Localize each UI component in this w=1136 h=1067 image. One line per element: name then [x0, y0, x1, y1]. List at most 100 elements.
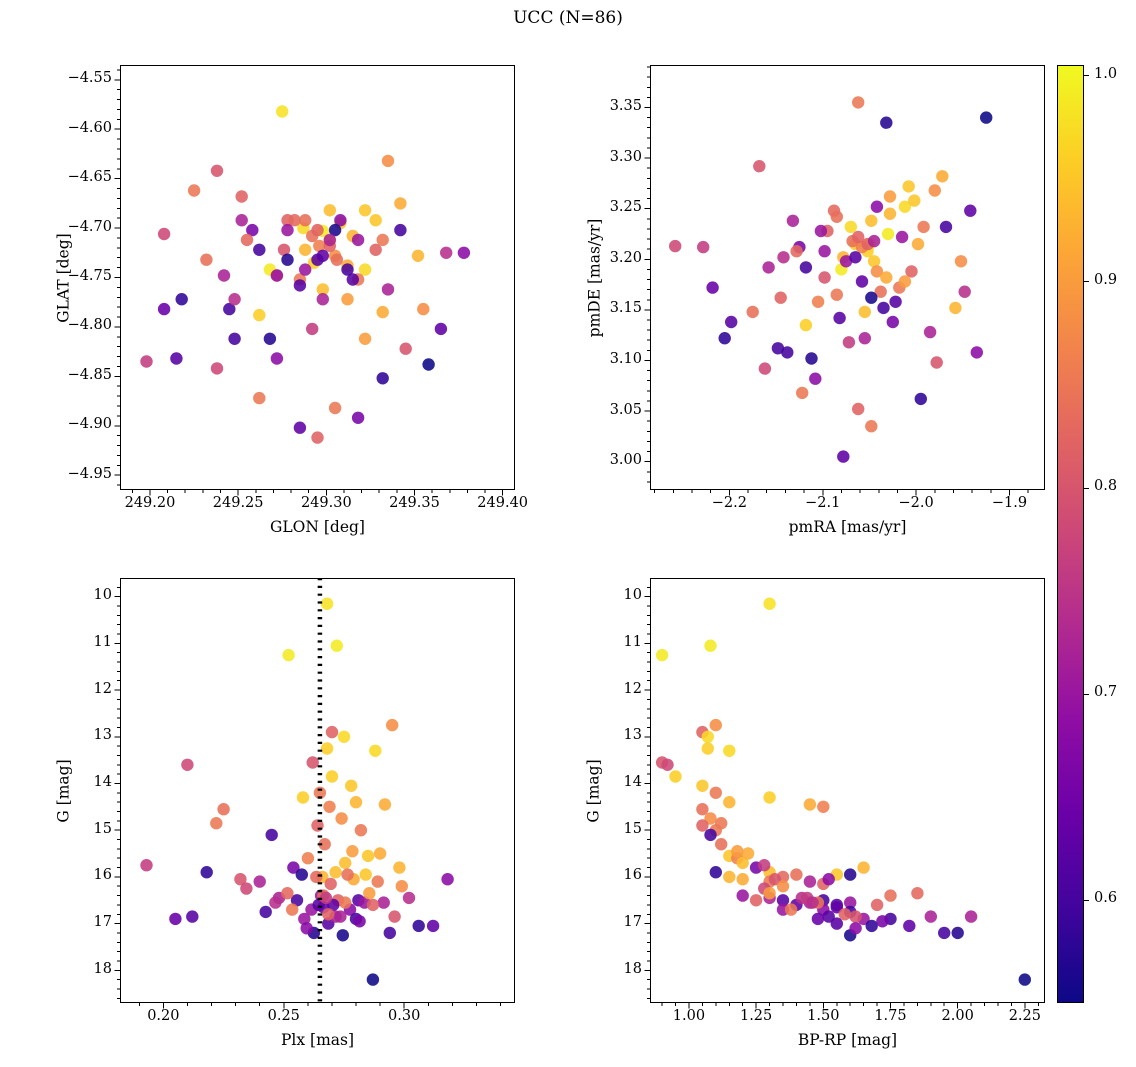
data-point — [320, 597, 334, 610]
data-point — [830, 288, 843, 301]
x-tick-label: 249.40 — [477, 495, 529, 511]
data-point — [339, 896, 352, 909]
plot-frame — [120, 65, 515, 490]
data-point — [223, 302, 236, 316]
data-point — [803, 798, 817, 811]
colorbar-gradient — [1057, 65, 1084, 1003]
data-point — [217, 269, 231, 282]
data-point — [771, 342, 785, 355]
y-tick-label: 3.25 — [609, 199, 642, 216]
data-point — [838, 908, 851, 921]
data-point — [310, 870, 323, 884]
data-point — [839, 255, 853, 268]
data-point — [299, 263, 312, 276]
data-point — [809, 372, 822, 385]
data-point — [228, 332, 241, 345]
data-point — [833, 311, 846, 325]
data-point — [669, 239, 682, 253]
y-tick-label: 18 — [93, 960, 112, 977]
data-point — [763, 887, 776, 900]
data-point — [830, 210, 843, 223]
data-point — [936, 170, 949, 183]
data-point — [881, 227, 895, 241]
y-axis-label-text: pmDE [mas/yr] — [585, 218, 604, 337]
data-point — [210, 164, 224, 177]
colorbar-tick-label: 1.0 — [1094, 66, 1118, 82]
data-point — [376, 233, 389, 247]
y-tick-label: 11 — [623, 633, 642, 650]
data-point — [417, 302, 430, 316]
data-point — [259, 905, 272, 919]
data-point — [781, 346, 794, 359]
data-point — [811, 912, 825, 926]
y-tick-label: 18 — [623, 960, 642, 977]
y-tick-label: −4.70 — [67, 218, 112, 235]
data-point — [328, 401, 342, 415]
data-point — [299, 214, 312, 227]
data-point — [914, 392, 927, 406]
y-tick-label: −4.80 — [67, 317, 112, 334]
data-point — [253, 308, 266, 322]
data-point — [741, 847, 755, 860]
data-point — [736, 873, 749, 886]
data-point — [246, 223, 259, 237]
data-point — [855, 275, 869, 288]
data-point — [457, 246, 471, 259]
data-point — [917, 220, 930, 234]
data-point — [301, 852, 315, 865]
colorbar-tick-label: 0.7 — [1094, 684, 1118, 700]
data-point — [311, 431, 324, 444]
scatter-panel-plx-g: 0.20 0.25 0.30 10 11 12 13 14 15 16 17 18 Plx [mas] G… — [55, 578, 515, 1049]
data-point — [369, 243, 382, 256]
data-point — [402, 891, 416, 905]
data-point — [341, 293, 354, 306]
data-point — [378, 798, 392, 811]
data-point — [200, 253, 213, 266]
data-point — [322, 908, 335, 921]
data-point — [980, 111, 993, 124]
data-point — [777, 251, 790, 264]
data-point — [884, 889, 897, 902]
data-point — [337, 730, 351, 743]
x-tick-label: 249.35 — [389, 495, 440, 511]
x-tick-label: 249.25 — [212, 495, 264, 511]
data-point — [844, 868, 857, 881]
y-tick-label: 17 — [623, 914, 642, 931]
data-point — [363, 887, 376, 900]
data-point — [328, 223, 342, 237]
data-point — [234, 873, 247, 886]
data-point — [883, 207, 897, 220]
data-point — [290, 894, 304, 907]
y-tick-label: −4.55 — [67, 70, 112, 87]
y-tick-label: 16 — [623, 867, 642, 884]
data-point — [858, 332, 871, 345]
x-tick-label: 0.25 — [267, 1008, 300, 1024]
data-point — [330, 253, 344, 266]
data-point — [358, 332, 372, 345]
data-point — [276, 105, 289, 118]
data-point — [661, 758, 674, 771]
data-point — [293, 279, 307, 292]
data-point — [898, 200, 912, 213]
y-tick-label: −4.95 — [67, 465, 112, 482]
data-point — [849, 251, 862, 264]
data-point — [746, 305, 759, 319]
data-point — [786, 214, 800, 227]
data-point — [758, 859, 771, 872]
y-axis-label-text: G [mag] — [55, 758, 74, 823]
data-point — [954, 255, 968, 268]
data-point — [434, 322, 448, 336]
data-point — [928, 184, 941, 197]
y-tick-label: 16 — [93, 867, 112, 884]
data-point — [806, 896, 819, 909]
data-point — [889, 295, 902, 308]
y-axis-label-text: GLAT [deg] — [55, 232, 73, 323]
data-point — [381, 283, 395, 296]
y-tick-label: 12 — [93, 680, 112, 697]
data-point — [412, 919, 425, 933]
data-point — [351, 411, 365, 424]
data-point — [381, 154, 395, 168]
data-point — [318, 838, 331, 851]
data-point — [300, 922, 313, 935]
data-point — [753, 160, 766, 173]
